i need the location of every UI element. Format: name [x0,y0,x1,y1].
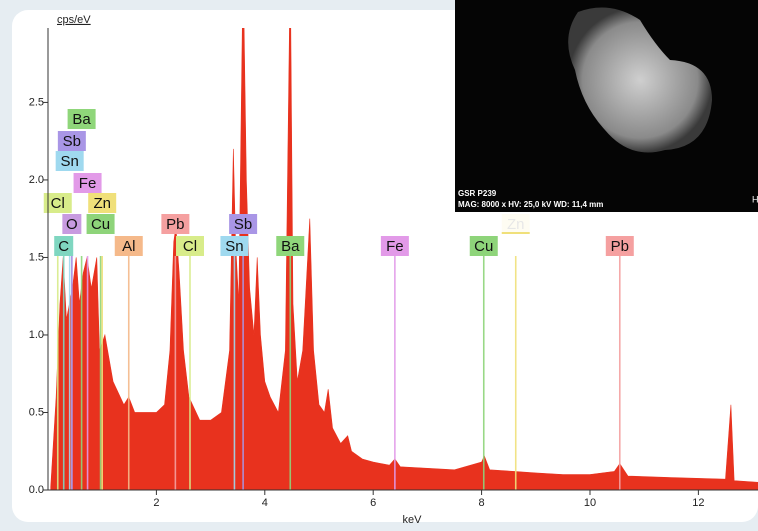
marker-label-box [605,236,634,256]
x-tick-label: 4 [262,497,268,509]
marker-label: Ba [281,238,300,255]
y-axis-label: cps/eV [57,14,91,26]
marker-label-box [229,214,258,234]
marker-label-box [176,236,204,256]
marker-label: Cl [51,195,65,212]
marker-label: O [66,216,78,233]
marker-label-box [220,236,249,256]
inset-sample: GSR P239 [458,189,497,198]
marker-label: Pb [611,238,629,255]
marker-label: Zn [93,195,111,212]
x-tick-label: 10 [584,497,596,509]
y-tick-label: 2.5 [29,96,44,108]
marker-label-box [73,173,102,193]
y-tick-label: 0.0 [29,484,44,496]
marker-label: Sn [225,238,243,255]
y-tick-label: 1.5 [29,251,44,263]
marker-label-box [469,236,498,256]
x-tick-label: 12 [692,497,704,509]
marker-label-box [276,236,305,256]
y-tick-label: 1.0 [29,329,44,341]
marker-label: Fe [79,175,97,192]
inset-shadow [452,212,758,232]
marker-label-box [67,109,96,129]
marker-label-box [88,193,117,213]
marker-label: Sb [234,216,252,233]
particle [568,7,712,153]
marker-label: Cu [91,216,110,233]
y-tick-label: 0.5 [29,406,44,418]
marker-label-box [161,214,190,234]
marker-label-box [55,151,84,171]
marker-label: Al [122,238,135,255]
marker-label-box [380,236,409,256]
x-tick-label: 2 [153,497,159,509]
marker-label: Cl [183,238,197,255]
marker-label: Sn [60,153,78,170]
marker-label: Fe [386,238,404,255]
inset-corner: H [752,194,758,204]
marker-label: Sb [63,133,81,150]
sem-inset: GSR P239 MAG: 8000 x HV: 25,0 kV WD: 11,… [452,0,758,232]
marker-label-box [86,214,115,234]
y-tick-label: 2.0 [29,174,44,186]
marker-label-box [114,236,143,256]
marker-label: Ba [72,111,91,128]
marker-label: Cu [474,238,493,255]
x-tick-label: 8 [479,497,485,509]
x-tick-label: 6 [370,497,376,509]
marker-label: C [58,238,69,255]
marker-label-box [43,193,72,213]
marker-label-box [54,236,74,256]
marker-label: Pb [166,216,184,233]
x-axis-label: keV [403,514,423,526]
marker-label-box [62,214,82,234]
marker-label-box [57,131,86,151]
inset-settings: MAG: 8000 x HV: 25,0 kV WD: 11,4 mm [458,200,603,209]
